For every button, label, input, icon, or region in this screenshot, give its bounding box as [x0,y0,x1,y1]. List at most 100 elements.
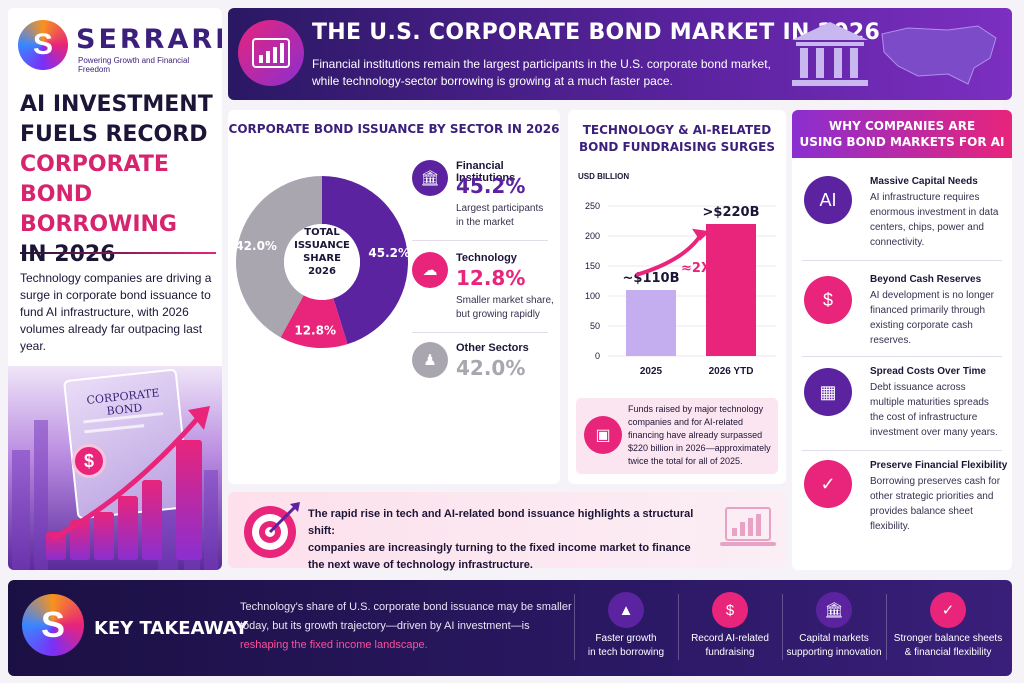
cloud-chip-icon: ☁ [412,252,448,288]
bar-value-label: >$220B [703,205,760,220]
tech-title-line: TECHNOLOGY & AI-RELATED [582,123,772,137]
bar [626,290,676,356]
headline-line: in 2026 [20,242,116,267]
takeaway-item: ✓ Stronger balance sheets & financial fl… [888,588,1008,668]
why-item-desc: AI development is no longer financed pri… [870,290,994,346]
takeaway-item-label: Faster growth [595,633,657,644]
calendar-icon: ▦ [804,368,852,416]
legend-divider [412,240,548,241]
key-takeaway-title: KEY TAKEAWAY [94,618,249,639]
tech-bar-chart: 250 200 150 100 50 0 ~$110B 2025 >$220B 2026 YTD ≈… [585,201,776,377]
key-takeaway-bar: S KEY TAKEAWAY Technology's share of U.S… [8,580,1012,676]
why-divider [802,450,1002,451]
headline-divider [20,252,216,254]
legend-desc-line: Smaller market share, [456,295,554,306]
takeaway-item-label: supporting innovation [786,647,882,658]
takeaway-text-main: Technology's share of U.S. corporate bon… [240,601,572,632]
x-category-label: 2026 YTD [709,366,754,377]
growth-bar [142,480,162,560]
x-category-label: 2025 [640,366,663,377]
chart-unit-label: USD BILLION [578,172,630,181]
people-icon: ♟ [412,342,448,378]
pie-slice [280,295,348,348]
legend-divider [412,332,548,333]
pie-slice [322,176,409,345]
headline-line: Corporate [20,152,169,177]
pie-slice-label: 42.0% [235,239,277,253]
legend-desc: Smaller market share, but growing rapidl… [456,294,554,322]
growth-bar [46,532,66,560]
why-item-desc: Borrowing preserves cash for other strat… [870,476,1001,532]
page-header: THE U.S. CORPORATE BOND MARKET IN 2026 F… [228,8,1012,100]
us-map-icon [881,25,997,85]
pie-slice-label: 12.8% [294,324,336,338]
insight-line: companies are increasingly turning to th… [308,542,691,554]
legend-value: 42.0% [456,356,526,380]
building [12,450,30,570]
growth-chart-icon [238,20,304,86]
dollar-growth-icon: $ [804,276,852,324]
center-label-line: 2026 [308,266,336,277]
insight-line: the next wave of technology infrastructu… [308,559,533,571]
growth-bar [118,496,138,560]
multiplier-label: ≈2X [681,261,711,276]
why-divider [802,260,1002,261]
takeaway-separator [886,594,887,660]
legend-name: Financial Institutions [456,160,516,184]
brand-tagline: Powering Growth and Financial Freedom [78,56,190,74]
serrari-logo-icon: S [22,594,84,656]
ai-chip-icon: ▣ [584,416,622,454]
center-label-line: TOTAL [304,227,340,238]
brand-name: SERRARI [76,24,222,55]
why-title-line: USING BOND MARKETS FOR AI [799,135,1005,149]
takeaway-separator [574,594,575,660]
key-takeaway-text: Technology's share of U.S. corporate bon… [240,598,572,655]
sector-pie-chart: 45.2% 12.8% 42.0% [235,176,410,348]
serrari-logo-icon: S [18,20,68,70]
why-item-title: Preserve Financial Flexibility [870,460,1008,471]
why-item-desc: Debt issuance across multiple maturities… [870,382,998,438]
pie-slice [235,176,322,338]
y-tick-label: 0 [595,351,600,361]
building [204,470,218,570]
legend-desc-line: in the market [456,217,514,228]
takeaway-item-label: Record AI-related [691,633,769,644]
why-panel-header: WHY COMPANIES ARE USING BOND MARKETS FOR… [792,110,1012,158]
takeaway-item: ▲ Faster growth in tech borrowing [574,588,678,668]
takeaway-item-label: Capital markets [799,633,869,644]
insight-line: The rapid rise in tech and AI-related bo… [308,508,694,537]
shield-check-icon: ✓ [930,592,966,628]
sector-issuance-panel: CORPORATE BOND ISSUANCE BY SECTOR IN 202… [228,110,560,484]
y-tick-label: 200 [585,231,600,241]
y-tick-label: 250 [585,201,600,211]
takeaway-item: 🏛 Capital markets supporting innovation [782,588,886,668]
why-item-title: Spread Costs Over Time [870,366,986,377]
headline-line: Fuels Record [20,122,208,147]
tech-note-text: Funds raised by major technology compani… [628,404,771,466]
center-label-line: SHARE [303,253,341,264]
intro-text: Technology companies are driving a surge… [20,271,212,353]
header-subtitle: Financial institutions remain the larges… [312,57,771,88]
legend-value: 12.8% [456,266,526,290]
why-divider [802,356,1002,357]
target-icon [244,502,300,558]
growth-bar [176,440,202,560]
takeaway-item-label: & financial flexibility [904,647,992,658]
growth-bar [70,520,90,560]
why-item-desc: AI infrastructure requires enormous inve… [870,192,999,248]
center-label-line: ISSUANCE [294,240,350,251]
bank-building-icon [792,22,868,86]
headline-line: AI Investment [20,92,213,117]
takeaway-item: $ Record AI-related fundraising [678,588,782,668]
takeaway-text-highlight: reshaping the fixed income landscape. [240,639,428,651]
growth-arrow-head [692,228,710,241]
bank-icon: 🏛 [412,160,448,196]
laptop-chart-icon [720,507,776,546]
headline-line: Bond Borrowing [20,182,177,237]
dollar-coin-icon: $ [72,444,106,478]
shield-check-icon: ✓ [804,460,852,508]
left-hero-panel: S SERRARI Powering Growth and Financial … [8,8,222,570]
legend-name: Technology [456,252,517,264]
page-headline: AI Investment Fuels Record Corporate Bon… [20,90,220,270]
y-tick-label: 100 [585,291,600,301]
